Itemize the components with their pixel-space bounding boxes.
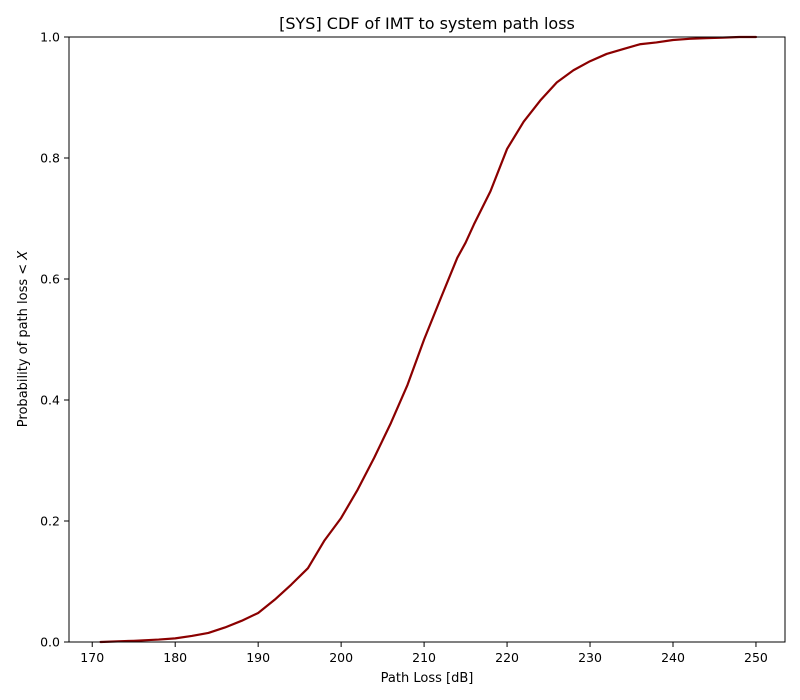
y-axis-label-variable: X — [16, 250, 31, 261]
x-tick-label: 250 — [744, 650, 768, 665]
y-tick-label: 0.0 — [40, 635, 60, 650]
x-tick-label: 200 — [329, 650, 353, 665]
x-tick-label: 220 — [495, 650, 519, 665]
y-tick-label: 0.2 — [40, 514, 60, 529]
x-axis: 170 180 190 200 210 220 230 240 250 — [80, 642, 768, 665]
y-axis: 0.0 0.2 0.4 0.6 0.8 1.0 — [40, 30, 69, 650]
x-tick-label: 210 — [412, 650, 436, 665]
x-tick-label: 190 — [246, 650, 270, 665]
y-tick-label: 0.6 — [40, 272, 60, 287]
x-tick-label: 170 — [80, 650, 104, 665]
y-tick-label: 1.0 — [40, 30, 60, 45]
axes-frame — [68, 36, 786, 643]
y-tick-label: 0.8 — [40, 151, 60, 166]
y-axis-label: Probability of path loss < X — [16, 250, 31, 427]
plot-area — [68, 35, 786, 644]
x-axis-label: Path Loss [dB] — [381, 671, 474, 686]
chart-title: [SYS] CDF of IMT to system path loss — [279, 14, 575, 33]
x-tick-label: 230 — [578, 650, 602, 665]
y-axis-label-text: Probability of path loss < — [16, 260, 31, 427]
x-tick-label: 240 — [661, 650, 685, 665]
x-tick-label: 180 — [163, 650, 187, 665]
cdf-series-line-0 — [99, 35, 758, 644]
y-tick-label: 0.4 — [40, 393, 60, 408]
